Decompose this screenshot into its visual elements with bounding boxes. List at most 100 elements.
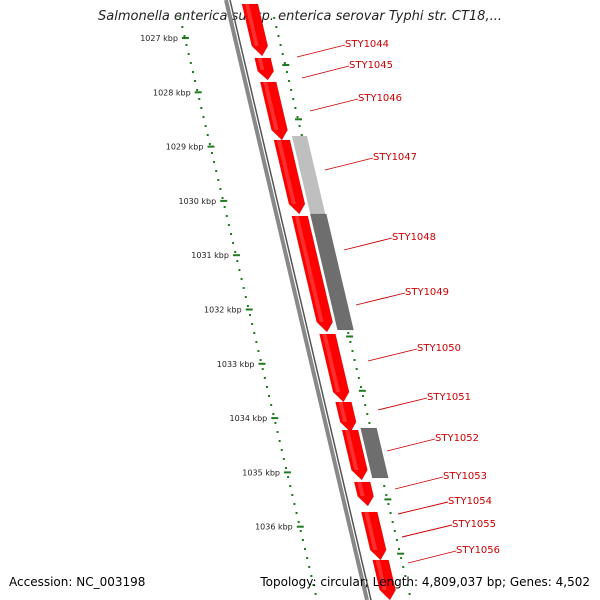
ruler-dot (389, 512, 392, 514)
gene-label-sty1054[interactable]: STY1054 (448, 496, 492, 507)
ruler-dot (383, 485, 386, 487)
gene-sty1053[interactable] (341, 429, 368, 481)
ruler-dot (283, 62, 286, 64)
ruler-dot (294, 107, 297, 109)
ruler-dot (393, 530, 396, 532)
ruler-dot (366, 413, 369, 415)
ruler-dot (306, 557, 309, 559)
ruler-dot (236, 260, 239, 262)
ruler-dot (202, 116, 205, 118)
ruler-dot (206, 134, 209, 136)
ruler-dot (300, 134, 303, 136)
ruler-label: 1036 kbp (255, 523, 293, 532)
ruler-dot (215, 170, 218, 172)
ruler-dot (275, 26, 278, 28)
ruler-dot (288, 80, 291, 82)
label-connector (296, 44, 346, 58)
ruler-dot (229, 233, 232, 235)
ruler-dot (347, 332, 350, 334)
backbone (224, 0, 372, 600)
ruler-label: 1035 kbp (242, 468, 280, 477)
ruler-dot (278, 440, 281, 442)
ruler-dot (179, 17, 182, 19)
label-connector (309, 98, 359, 112)
gene-sty1054[interactable] (353, 481, 374, 507)
ruler-dot (272, 413, 275, 415)
ruler-dot (242, 287, 245, 289)
ruler-dot (213, 161, 216, 163)
label-connector (407, 550, 457, 564)
ruler-dot (395, 539, 398, 541)
ruler-dot (301, 539, 304, 541)
ruler-dot (310, 575, 313, 577)
ruler-dot (281, 53, 284, 55)
gene-labels: STY1044 STY1045 STY1046 STY1047 STY1048 STY10… (296, 39, 500, 564)
gene-label-sty1046[interactable]: STY1046 (358, 93, 402, 104)
ruler-dot (185, 44, 188, 46)
gene-label-sty1053[interactable]: STY1053 (443, 471, 487, 482)
ruler-dot (357, 377, 360, 379)
gene-highlight (364, 512, 378, 550)
ruler-dot (406, 584, 409, 586)
label-connector (367, 348, 418, 362)
gene-label-sty1047[interactable]: STY1047 (373, 152, 417, 163)
gene-sty1045[interactable] (254, 57, 275, 81)
gene-sty1056[interactable] (372, 559, 396, 600)
ruler-dot (265, 386, 268, 388)
gene-sty1047[interactable] (273, 139, 306, 215)
ruler-dot (240, 278, 243, 280)
ruler-dot (298, 125, 301, 127)
ruler-dot (297, 521, 300, 523)
ruler-dot (251, 323, 254, 325)
ruler-dot (270, 404, 273, 406)
ruler-dot (196, 89, 199, 91)
gene-sty1048[interactable] (291, 215, 333, 333)
gene-label-sty1050[interactable]: STY1050 (417, 343, 461, 354)
backbone-edge (229, 0, 372, 600)
ruler-dot (274, 422, 277, 424)
gene-sty1049[interactable] (309, 213, 354, 331)
gene-block-light (291, 136, 326, 214)
label-connector (386, 438, 436, 452)
ruler-dot (287, 476, 290, 478)
gene-label-sty1044[interactable]: STY1044 (345, 39, 389, 50)
ruler-label: 1029 kbp (166, 143, 204, 152)
ruler-dot (368, 422, 371, 424)
label-connector (355, 292, 406, 306)
gene-label-sty1045[interactable]: STY1045 (349, 60, 393, 71)
ruler-dot (204, 125, 207, 127)
ruler-dot (227, 224, 230, 226)
ruler-dot (194, 80, 197, 82)
ruler-dot (217, 179, 220, 181)
ruler-dot (257, 350, 260, 352)
ruler-dot (244, 296, 247, 298)
gene-label-sty1051[interactable]: STY1051 (427, 392, 471, 403)
ruler-dot (259, 359, 262, 361)
ruler-dot (364, 404, 367, 406)
gene-label-sty1056[interactable]: STY1056 (456, 545, 500, 556)
ruler-dot (181, 26, 184, 28)
ruler-dot (208, 143, 211, 145)
gene-sty1052[interactable] (360, 427, 389, 479)
gene-sty1055[interactable] (360, 511, 387, 561)
ruler-dot (273, 17, 276, 19)
gene-label-sty1049[interactable]: STY1049 (405, 287, 449, 298)
ruler-dot (282, 458, 285, 460)
ruler-label: 1027 kbp (140, 34, 178, 43)
gene-label-sty1055[interactable]: STY1055 (452, 519, 496, 530)
gene-label-sty1048[interactable]: STY1048 (392, 232, 436, 243)
map-title: Salmonella enterica subsp. enterica sero… (98, 9, 502, 24)
gene-sty1046[interactable] (259, 81, 288, 141)
ruler-dot (295, 512, 298, 514)
gene-track (241, 3, 396, 600)
gene-sty1051[interactable] (335, 401, 357, 433)
gene-label-sty1052[interactable]: STY1052 (435, 433, 479, 444)
gene-sty1044[interactable] (241, 3, 269, 57)
ruler-dot (312, 584, 315, 586)
gene-highlight (244, 4, 259, 46)
ruler-dot (292, 98, 295, 100)
label-connector (301, 65, 350, 79)
gene-sty1050[interactable] (319, 333, 350, 403)
ruler-dot (304, 548, 307, 550)
